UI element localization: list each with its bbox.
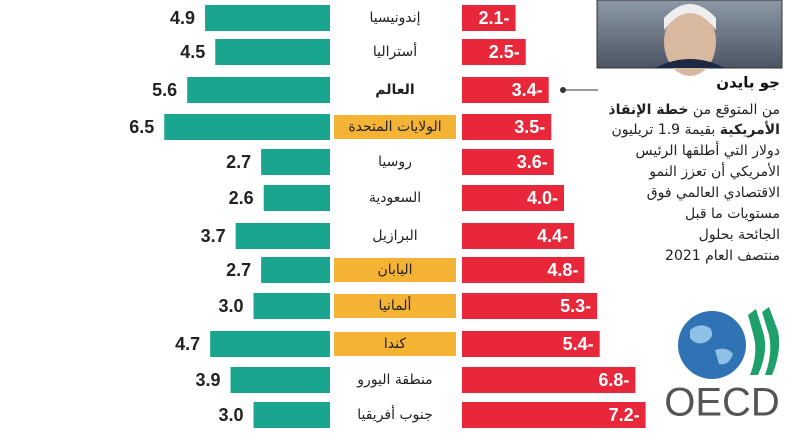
category-label: العالم [375,82,414,98]
bar [261,257,330,283]
annotation-line: الجائحة بحلول [699,227,780,243]
annotation-line: دولار التي أطلقها الرئيس [636,141,780,159]
bar [164,114,330,140]
category-label: البرازيل [372,228,417,244]
value-label: 4.7 [175,334,200,354]
value-label: 2.7 [226,260,251,280]
value-label: 6.5 [129,117,154,137]
value-label: 4.0- [527,188,558,208]
value-label: 3.0 [218,296,243,316]
value-label: 2.5- [489,42,520,62]
bar [215,39,330,65]
bar [462,5,516,31]
bar [210,331,330,357]
bar [230,367,330,393]
category-label: السعودية [369,190,421,206]
bar [462,149,554,175]
value-label: 2.6 [229,188,254,208]
logo-text: OECD [664,381,780,425]
category-label: اليابان [377,262,412,278]
value-label: 2.1- [479,8,510,28]
bar [462,402,646,428]
bar [253,402,330,428]
annotation-line: الاقتصادي العالمي فوق [647,185,780,201]
value-label: 3.5- [514,117,545,137]
bar [462,77,549,103]
annotation-line: الأمريكية بقيمة 1.9 تريليون [611,121,780,138]
value-label: 3.9 [196,370,221,390]
category-label: جنوب أفريقيا [357,405,433,423]
annotation-line: منتصف العام 2021 [665,248,780,264]
bar [263,185,330,211]
category-label: روسيا [378,154,412,170]
annotation-line: مستويات ما قبل [685,206,780,222]
category-label: منطقة اليورو [356,372,432,388]
value-label: 2.7 [226,152,251,172]
value-label: 4.5 [180,42,205,62]
annotation-name: جو بايدن [716,74,780,92]
bar [462,223,575,249]
value-label: 4.8- [547,260,578,280]
category-highlight [334,115,456,139]
value-label: 3.6- [517,152,548,172]
text: من المتوقع من [688,102,780,118]
category-label: أستراليا [373,42,417,60]
value-label: 7.2- [609,405,640,425]
bar [462,293,598,319]
annotation-line: من المتوقع من خطة الإنقاذ [608,102,780,118]
bar [261,149,330,175]
annotation-line: الأمريكي أن تعزز النمو [648,162,780,180]
value-label: 4.4- [537,226,568,246]
category-highlight [334,332,456,356]
bar [253,293,330,319]
text: بقيمة 1.9 تريليون [611,122,719,138]
photo [596,0,783,76]
value-label: 3.0 [218,405,243,425]
category-highlight [334,294,456,318]
value-label: 6.8- [598,370,629,390]
connector-dot [560,87,566,93]
logo: OECD [664,307,780,425]
bar [462,114,552,140]
category-label: إندونيسيا [370,10,421,26]
bar [462,185,564,211]
bar [462,331,600,357]
bar [187,77,330,103]
value-label: 3.4- [512,80,543,100]
bar [205,5,330,31]
value-label: 3.7 [201,226,226,246]
value-label: 5.6 [152,80,177,100]
value-label: 4.9 [170,8,195,28]
value-label: 5.4- [563,334,594,354]
category-highlight [334,258,456,282]
text-bold: الأمريكية [720,121,780,138]
category-label: كندا [384,336,406,352]
category-label: ألمانيا [379,296,412,314]
text-bold: خطة الإنقاذ [608,102,688,118]
bar [462,39,526,65]
bar [462,367,636,393]
bar [235,223,330,249]
category-label: الولايات المتحدة [348,119,441,135]
value-label: 5.3- [560,296,591,316]
bar [462,257,585,283]
